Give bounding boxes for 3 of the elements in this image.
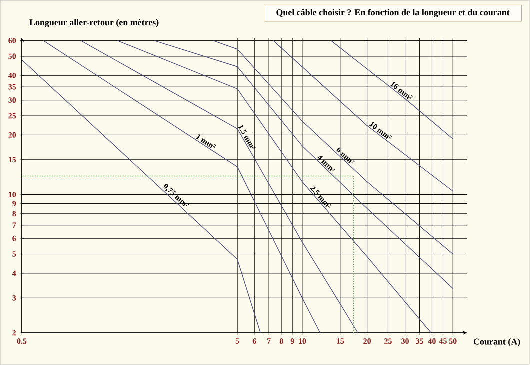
chart-title: Quel câble choisir ? En fonction de la longueur et du courant: [276, 9, 510, 18]
y-axis-title: Longueur aller-retour (en mètres): [30, 19, 159, 28]
x-axis-title: Courant (A): [474, 338, 520, 347]
